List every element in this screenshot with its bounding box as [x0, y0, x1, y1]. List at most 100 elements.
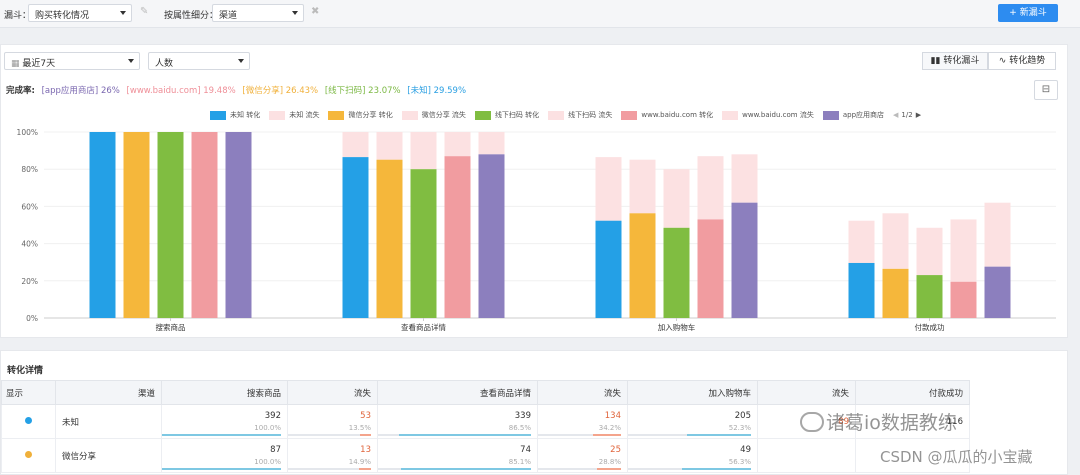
- bar-loss: [629, 159, 656, 214]
- funnel-bar-chart: 0% 20% 40% 60% 80% 100% 搜索商品 查看商品详情 加入购物车 付款成功: [17, 128, 1056, 332]
- cell-percent: 28.8%: [598, 457, 621, 466]
- bar-loss: [916, 227, 943, 276]
- bar-loss: [478, 132, 505, 155]
- cell-value: 25: [610, 444, 621, 455]
- tab-conversion-funnel[interactable]: ▮▮ 转化漏斗: [922, 52, 988, 70]
- funnel-label: 漏斗：: [4, 11, 32, 21]
- legend-item[interactable]: www.baidu.com 转化: [621, 110, 713, 120]
- top-toolbar: 漏斗： 购买转化情况 ✎ 按属性细分： 渠道 ✖ + 新漏斗: [0, 0, 1080, 28]
- watermark-csdn: CSDN @瓜瓜的小宝藏: [880, 448, 1033, 466]
- next-page-icon[interactable]: ▶: [915, 111, 922, 119]
- cell-value: 74: [520, 444, 531, 455]
- legend-item[interactable]: 未知 流失: [269, 110, 319, 120]
- legend-item[interactable]: 微信分享 流失: [401, 110, 466, 120]
- y-tick-label: 20%: [21, 277, 38, 286]
- cell-value: 87: [270, 444, 281, 455]
- legend-item[interactable]: www.baidu.com 流失: [722, 110, 814, 120]
- bar-loss: [731, 154, 758, 203]
- bar-loss: [595, 157, 622, 221]
- export-icon[interactable]: ⊟: [1034, 80, 1058, 100]
- bar-converted: [848, 262, 875, 318]
- legend-swatch: [621, 110, 638, 120]
- legend-item[interactable]: 未知 转化: [210, 110, 260, 120]
- completion-rate-label: 完成率:: [6, 86, 35, 96]
- cell-value: 49: [740, 444, 751, 455]
- percent-bar: [538, 433, 621, 436]
- chevron-down-icon: [120, 11, 126, 15]
- cell-percent: 86.5%: [508, 423, 531, 432]
- legend-item[interactable]: 线下扫码 流失: [548, 110, 612, 120]
- tab-conversion-trend[interactable]: ∿ 转化趋势: [988, 52, 1056, 70]
- legend-swatch: [548, 110, 565, 120]
- percent-bar: [162, 433, 281, 436]
- completion-rate-row: 完成率: [app应用商店] 26% [www.baidu.com] 19.48…: [6, 84, 470, 96]
- completion-rate-item: [未知] 29.59%: [407, 86, 467, 96]
- delete-icon[interactable]: ✖: [311, 6, 320, 17]
- attribute-select-value: 渠道: [219, 11, 238, 21]
- cell-value: 392: [264, 410, 281, 421]
- table-header-row: 显示 渠道 搜索商品 流失 查看商品详情 流失 加入购物车 流失 付款成功: [1, 380, 970, 405]
- step-cell: 205 52.3%: [627, 404, 758, 439]
- column-header[interactable]: 流失: [287, 380, 378, 405]
- percent-bar: [628, 433, 751, 436]
- prev-page-icon[interactable]: ◀: [893, 111, 899, 119]
- date-range-select[interactable]: ▦ 最近7天: [4, 52, 140, 70]
- column-header[interactable]: 付款成功: [855, 380, 970, 405]
- funnel-select[interactable]: 购买转化情况: [28, 4, 132, 22]
- bar-loss: [342, 132, 369, 158]
- bar-converted: [882, 268, 909, 318]
- column-header[interactable]: 显示: [1, 380, 56, 405]
- column-header[interactable]: 查看商品详情: [377, 380, 538, 405]
- bar-loss: [410, 132, 437, 170]
- legend-label: 线下扫码 转化: [494, 111, 540, 119]
- percent-bar: [162, 467, 281, 470]
- new-funnel-button[interactable]: + 新漏斗: [998, 4, 1058, 22]
- legend-label: 微信分享 转化: [348, 111, 393, 119]
- percent-bar: [288, 467, 371, 470]
- column-header[interactable]: 流失: [537, 380, 628, 405]
- line-chart-icon: ∿: [998, 56, 1010, 66]
- chevron-down-icon: [128, 59, 134, 63]
- column-header[interactable]: 流失: [757, 380, 856, 405]
- percent-bar-fill: [686, 433, 751, 436]
- legend-label: 线下扫码 流失: [568, 111, 613, 119]
- bar-loss: [882, 213, 909, 269]
- metric-select[interactable]: 人数: [148, 52, 250, 70]
- percent-bar-fill: [398, 433, 531, 436]
- legend-item[interactable]: 线下扫码 转化: [474, 110, 540, 120]
- loss-cell: 134 34.2%: [537, 404, 628, 439]
- bar-converted: [478, 154, 505, 318]
- legend-label: www.baidu.com 转化: [641, 111, 714, 119]
- percent-bar-fill: [592, 433, 621, 436]
- legend-item[interactable]: app应用商店: [822, 110, 884, 120]
- edit-icon[interactable]: ✎: [140, 6, 149, 17]
- loss-cell: 53 13.5%: [287, 404, 378, 439]
- tab-conversion-funnel-label: 转化漏斗: [943, 56, 980, 66]
- bar-converted: [191, 132, 218, 318]
- bar-converted: [629, 213, 656, 318]
- legend-swatch: [474, 110, 491, 120]
- bar-loss: [984, 202, 1011, 267]
- loss-cell: [757, 438, 856, 473]
- percent-bar-fill: [358, 467, 371, 470]
- conversion-detail-panel: 转化详情 显示 渠道 搜索商品 流失 查看商品详情 流失 加入购物车 流失 付款成功 未知 392…: [0, 350, 1068, 475]
- cell-value: 13: [360, 444, 371, 455]
- cell-value: 53: [360, 410, 371, 421]
- tab-conversion-trend-label: 转化趋势: [1009, 56, 1046, 66]
- percent-bar: [288, 433, 371, 436]
- column-header[interactable]: 加入购物车: [627, 380, 758, 405]
- cell-percent: 13.5%: [348, 423, 371, 432]
- series-visibility-toggle[interactable]: [25, 450, 32, 458]
- cell-percent: 52.3%: [728, 423, 751, 432]
- channel-cell: 微信分享: [55, 438, 162, 473]
- series-visibility-toggle[interactable]: [25, 416, 32, 424]
- bar-converted: [697, 219, 724, 318]
- legend-pager[interactable]: ◀ 1/2 ▶: [893, 111, 921, 119]
- y-tick-label: 80%: [21, 165, 38, 174]
- column-header[interactable]: 渠道: [55, 380, 162, 405]
- legend-item[interactable]: 微信分享 转化: [328, 110, 393, 120]
- attribute-select[interactable]: 渠道: [212, 4, 304, 22]
- completion-rate-item: [www.baidu.com] 19.48%: [126, 86, 236, 96]
- legend-swatch: [401, 110, 418, 120]
- column-header[interactable]: 搜索商品: [161, 380, 288, 405]
